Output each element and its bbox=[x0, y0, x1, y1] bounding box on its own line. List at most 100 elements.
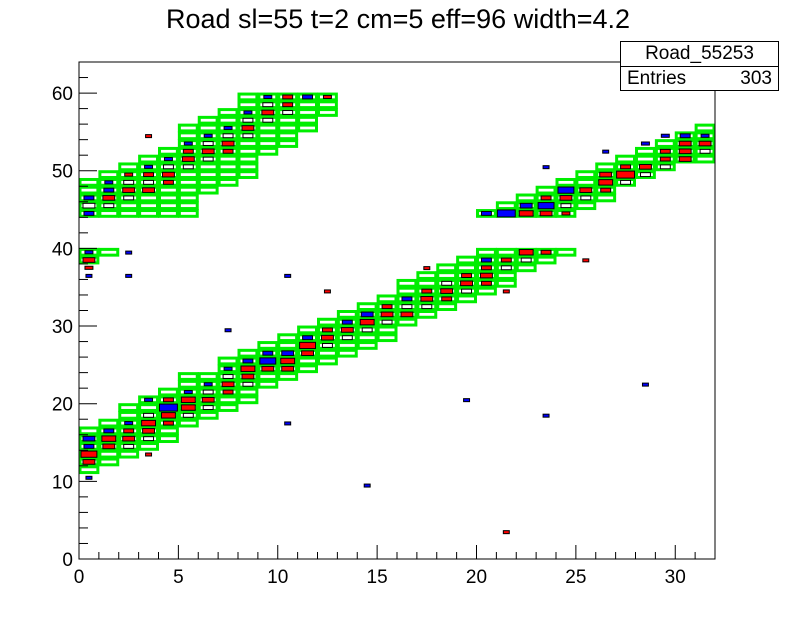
hit-cell bbox=[580, 195, 592, 201]
road-box bbox=[396, 317, 418, 327]
road-box bbox=[118, 185, 140, 195]
road-box bbox=[615, 162, 636, 172]
hit-cell bbox=[423, 266, 431, 271]
road-box bbox=[356, 310, 378, 319]
road-box bbox=[674, 139, 696, 148]
hit-cell bbox=[561, 211, 571, 216]
road-box bbox=[217, 170, 239, 179]
road-box bbox=[138, 185, 159, 195]
hit-cell bbox=[162, 397, 174, 403]
hit-cell bbox=[480, 280, 492, 286]
road-box bbox=[257, 146, 279, 156]
road-box bbox=[495, 278, 517, 288]
road-box bbox=[297, 348, 318, 358]
road-box bbox=[177, 131, 199, 141]
road-box bbox=[436, 294, 458, 304]
hit-cell bbox=[700, 133, 710, 138]
road-box bbox=[138, 201, 159, 211]
road-box bbox=[416, 302, 438, 311]
road-box bbox=[118, 426, 140, 436]
road-box bbox=[535, 193, 557, 203]
hit-cell bbox=[441, 280, 453, 286]
road-box bbox=[158, 434, 179, 444]
hit-cell bbox=[616, 170, 636, 179]
road-box bbox=[317, 333, 338, 343]
hit-cell bbox=[659, 156, 671, 162]
hit-cell bbox=[660, 133, 670, 138]
road-box bbox=[555, 209, 577, 218]
road-box bbox=[158, 170, 179, 179]
hit-cell bbox=[461, 273, 473, 278]
road-box bbox=[476, 286, 497, 296]
hit-cell bbox=[639, 172, 651, 178]
hit-cell bbox=[500, 257, 512, 263]
road-box bbox=[177, 209, 199, 218]
hit-cell bbox=[263, 94, 273, 99]
hit-cell bbox=[262, 102, 274, 108]
hit-cell bbox=[143, 436, 155, 442]
road-box bbox=[197, 177, 219, 187]
hit-cell bbox=[301, 350, 315, 357]
hit-cell bbox=[261, 365, 275, 372]
hit-cell bbox=[162, 420, 174, 426]
road-box bbox=[197, 123, 219, 133]
hit-cell bbox=[262, 117, 274, 123]
hit-cell bbox=[640, 141, 650, 146]
road-box bbox=[217, 395, 239, 405]
hit-cell bbox=[180, 396, 196, 404]
road-box bbox=[197, 162, 219, 172]
road-box bbox=[118, 410, 140, 420]
hit-cell bbox=[460, 280, 474, 287]
road-box bbox=[78, 177, 100, 187]
road-box bbox=[177, 177, 199, 187]
road-box bbox=[317, 317, 338, 327]
hit-cell bbox=[123, 428, 135, 434]
road-box bbox=[158, 395, 179, 405]
road-box bbox=[98, 442, 120, 451]
road-box bbox=[177, 410, 199, 420]
hit-cell bbox=[82, 435, 96, 442]
hit-cell bbox=[461, 288, 473, 294]
y-tick-label: 20 bbox=[52, 395, 73, 416]
hit-cell bbox=[125, 273, 133, 278]
hit-cell bbox=[122, 187, 136, 193]
road-box bbox=[476, 209, 497, 218]
road-box bbox=[436, 302, 458, 311]
road-box bbox=[694, 146, 716, 156]
road-box bbox=[118, 209, 140, 218]
hit-cell bbox=[143, 179, 155, 185]
road-box bbox=[476, 263, 497, 273]
road-box bbox=[217, 123, 239, 133]
road-box bbox=[138, 177, 159, 187]
road-box bbox=[297, 356, 318, 366]
road-box bbox=[237, 379, 259, 389]
road-box bbox=[118, 177, 140, 187]
road-box bbox=[555, 177, 577, 187]
hit-cell bbox=[242, 117, 254, 123]
hit-cell bbox=[203, 133, 213, 138]
hit-cell bbox=[123, 195, 135, 201]
hit-cell bbox=[201, 396, 215, 403]
road-box bbox=[217, 356, 239, 366]
road-box bbox=[555, 201, 577, 211]
road-box bbox=[138, 170, 159, 179]
hit-cell bbox=[678, 156, 692, 162]
road-box bbox=[158, 162, 179, 172]
road-box bbox=[237, 395, 259, 405]
road-box bbox=[396, 302, 418, 311]
road-box bbox=[118, 193, 140, 203]
road-box bbox=[297, 333, 318, 343]
road-box bbox=[217, 364, 239, 374]
road-box bbox=[317, 325, 338, 335]
road-box bbox=[138, 162, 159, 172]
hit-cell bbox=[400, 311, 414, 318]
hit-cell bbox=[101, 435, 117, 442]
hit-cell bbox=[182, 164, 194, 170]
hit-cell bbox=[518, 210, 534, 217]
road-box bbox=[376, 294, 398, 304]
road-box bbox=[456, 255, 477, 265]
road-box bbox=[138, 403, 159, 412]
hit-cell bbox=[163, 157, 173, 162]
road-box bbox=[118, 403, 140, 412]
road-box bbox=[197, 387, 219, 397]
